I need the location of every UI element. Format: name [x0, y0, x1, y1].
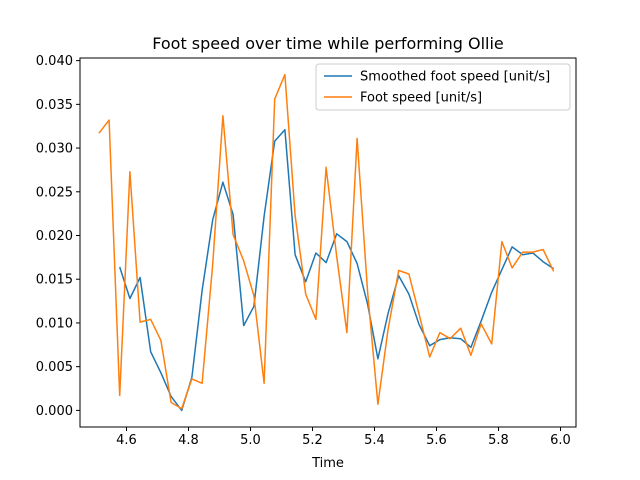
x-tick-label: 5.8 [488, 433, 509, 448]
x-tick-label: 4.6 [116, 433, 137, 448]
x-axis-ticks: 4.6 4.8 5.0 5.2 5.4 5.6 5.8 6.0 [116, 427, 571, 448]
y-tick-label: 0.005 [36, 360, 73, 375]
y-tick-label: 0.035 [36, 98, 73, 113]
x-tick-label: 5.4 [364, 433, 385, 448]
legend-label-1: Smoothed foot speed [unit/s] [360, 70, 550, 85]
x-tick-label: 5.2 [302, 433, 323, 448]
series-line-2 [98, 73, 555, 410]
y-tick-label: 0.010 [36, 316, 73, 331]
y-tick-label: 0.020 [36, 229, 73, 244]
x-tick-label: 6.0 [550, 433, 571, 448]
legend: Smoothed foot speed [unit/s] Foot speed [… [315, 63, 571, 111]
y-axis-ticks: 0.000 0.005 0.010 0.015 0.020 0.025 0.030 0.035… [36, 54, 80, 419]
y-tick-label: 0.040 [36, 54, 73, 69]
x-tick-label: 4.8 [178, 433, 199, 448]
x-tick-label: 5.0 [240, 433, 261, 448]
series-line-1 [118, 128, 555, 412]
legend-box [315, 63, 571, 111]
y-tick-label: 0.015 [36, 273, 73, 288]
y-tick-label: 0.025 [36, 185, 73, 200]
y-tick-label: 0.030 [36, 142, 73, 157]
legend-label-2: Foot speed [unit/s] [360, 91, 482, 106]
chart-title: Foot speed over time while performing Ol… [152, 34, 504, 53]
x-axis-label: Time [311, 456, 344, 471]
y-tick-label: 0.000 [36, 404, 73, 419]
x-tick-label: 5.6 [426, 433, 447, 448]
series-layer [98, 73, 555, 412]
plot-frame [79, 57, 577, 428]
